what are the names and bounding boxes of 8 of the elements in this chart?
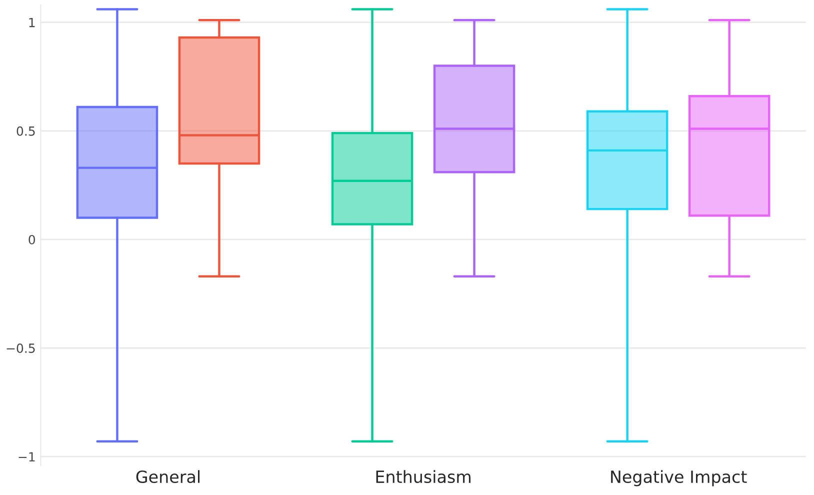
y-tick-label: −1: [18, 452, 35, 462]
y-tick-label: 0: [28, 234, 36, 244]
y-tick-label: −0.5: [6, 344, 35, 353]
y-tick-label: 0.5: [16, 126, 35, 136]
x-tick-label: Enthusiasm: [376, 470, 470, 484]
x-tick-label: Negative Impact: [611, 470, 747, 486]
y-tick-label: 1: [29, 18, 35, 28]
x-tick-label: General: [136, 470, 200, 484]
